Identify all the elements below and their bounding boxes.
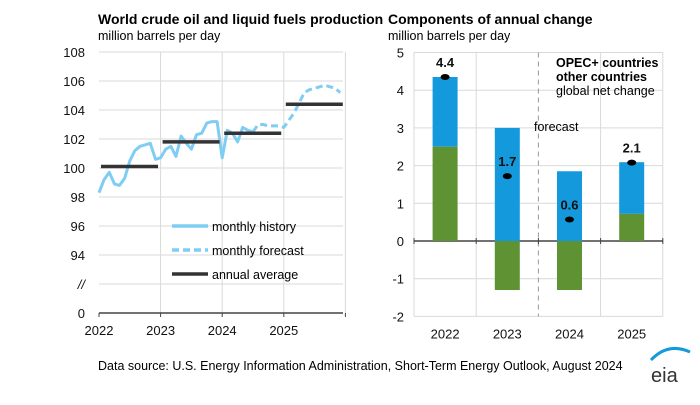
- forecast-annotation: forecast: [534, 120, 579, 134]
- y-tick-label: 98: [71, 190, 85, 205]
- y-tick-label: 104: [63, 103, 85, 118]
- y-tick-label: 108: [63, 45, 85, 60]
- x-tick-label: 2022: [431, 326, 460, 341]
- y-tick-label: 96: [71, 219, 85, 234]
- bar-opec-plus: [494, 241, 520, 291]
- y-tick-label: 2: [397, 159, 404, 174]
- y-tick-label: 100: [63, 161, 85, 176]
- left-chart: World crude oil and liquid fuels product…: [63, 11, 383, 338]
- x-tick-label: 2023: [493, 326, 522, 341]
- y-tick-label: 5: [397, 46, 404, 61]
- bar-other-countries: [432, 77, 458, 147]
- y-tick-label: 3: [397, 121, 404, 136]
- net-change-label: 0.6: [560, 198, 578, 213]
- y-tick-label: 0: [78, 306, 85, 321]
- net-change-marker: [502, 173, 512, 180]
- bar-opec-plus: [557, 241, 582, 291]
- y-tick-label: -1: [392, 272, 404, 287]
- net-change-label: 2.1: [623, 141, 641, 156]
- svg-text:eia: eia: [651, 365, 679, 387]
- y-tick-label: 94: [71, 248, 85, 263]
- legend-label: global net change: [556, 84, 655, 98]
- net-change-marker: [627, 159, 637, 166]
- y-tick-label: //: [77, 277, 87, 292]
- net-change-label: 1.7: [498, 154, 516, 169]
- y-tick-label: 0: [397, 234, 404, 249]
- monthly-history-line: [97, 120, 254, 194]
- legend-label: annual average: [212, 268, 298, 282]
- bar-other-countries: [557, 171, 582, 241]
- bar-opec-plus: [619, 213, 645, 241]
- right-chart: Components of annual change million barr…: [388, 11, 664, 341]
- left-chart-title: World crude oil and liquid fuels product…: [98, 11, 383, 27]
- x-tick-label: 2025: [617, 326, 646, 341]
- y-tick-label: 106: [63, 74, 85, 89]
- bar-opec-plus: [432, 146, 458, 241]
- bar-other-countries: [619, 162, 645, 214]
- x-tick-label: 2023: [146, 323, 175, 338]
- bar-other-countries: [494, 127, 520, 241]
- net-change-marker: [565, 216, 574, 223]
- y-tick-label: 102: [63, 132, 85, 147]
- net-change-marker: [440, 74, 450, 81]
- data-source-note: Data source: U.S. Energy Information Adm…: [98, 359, 623, 373]
- monthly-forecast-line: [251, 83, 342, 133]
- right-chart-subtitle: million barrels per day: [388, 29, 511, 43]
- legend-label: other countries: [556, 70, 647, 84]
- right-chart-title: Components of annual change: [388, 11, 593, 27]
- legend-label: OPEC+ countries: [556, 56, 659, 70]
- legend-label: monthly forecast: [212, 244, 304, 258]
- y-tick-label: 4: [397, 83, 404, 98]
- eia-logo: eia: [649, 346, 691, 387]
- x-tick-label: 2024: [208, 323, 237, 338]
- net-change-label: 4.4: [436, 55, 455, 70]
- left-chart-subtitle: million barrels per day: [98, 29, 221, 43]
- x-tick-label: 2025: [269, 323, 298, 338]
- y-tick-label: 1: [397, 196, 404, 211]
- legend-label: monthly history: [212, 220, 297, 234]
- x-tick-label: 2022: [85, 323, 114, 338]
- x-tick-label: 2024: [555, 326, 584, 341]
- y-tick-label: -2: [392, 309, 404, 324]
